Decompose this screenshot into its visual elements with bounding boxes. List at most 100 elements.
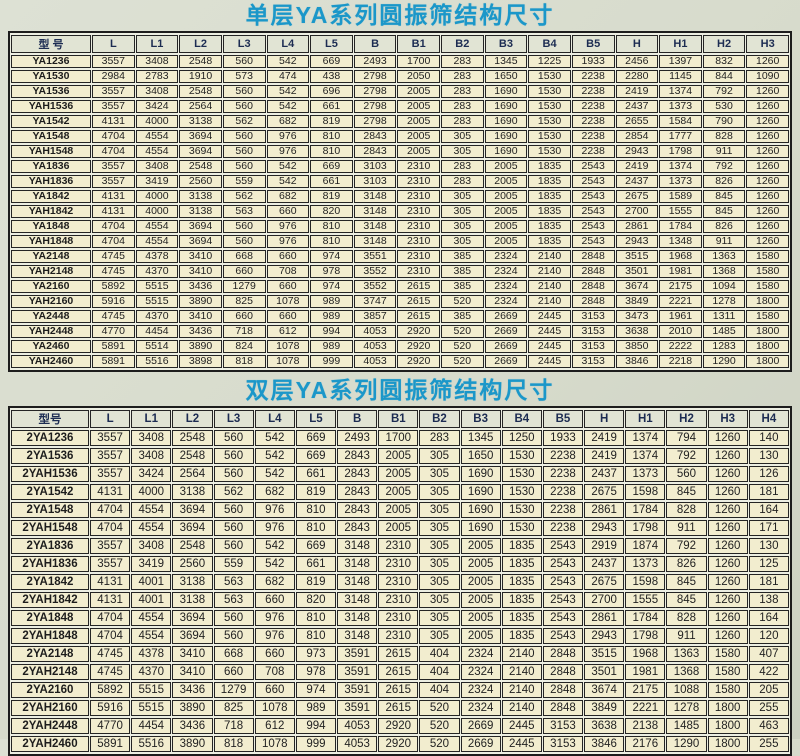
dimension-value-cell: 1580 bbox=[707, 664, 748, 680]
dimension-value-cell: 255 bbox=[748, 736, 789, 752]
dimension-value-cell: 542 bbox=[254, 448, 295, 464]
dimension-value-cell: 792 bbox=[702, 160, 746, 173]
table-row: 2YA1836 3557 3408 2548 560 542 669 3148 2310 305 2… bbox=[11, 538, 789, 554]
dimension-value-cell: 3424 bbox=[135, 100, 179, 113]
dimension-value-cell: 4131 bbox=[90, 592, 131, 608]
dimension-value-cell: 1530 bbox=[528, 115, 571, 128]
dimension-value-cell: 560 bbox=[213, 430, 254, 446]
dimension-value-cell: 3515 bbox=[615, 250, 659, 263]
dimension-value-cell: 1345 bbox=[484, 55, 528, 68]
model-cell: YA1836 bbox=[11, 160, 91, 173]
dimension-value-cell: 1690 bbox=[484, 115, 528, 128]
dimension-value-cell: 718 bbox=[213, 718, 254, 734]
dimension-value-cell: 2310 bbox=[378, 538, 419, 554]
dimension-value-cell: 2445 bbox=[528, 355, 571, 368]
dimension-value-cell: 2324 bbox=[460, 682, 501, 698]
dimension-value-cell: 2564 bbox=[172, 466, 213, 482]
dimension-column-header: H3 bbox=[746, 35, 789, 53]
dimension-value-cell: 2848 bbox=[542, 682, 584, 698]
dimension-value-cell: 560 bbox=[222, 145, 266, 158]
double-deck-table-title: 双层YA系列圆振筛结构尺寸 bbox=[245, 377, 555, 403]
dimension-value-cell: 560 bbox=[213, 466, 254, 482]
dimension-value-cell: 1374 bbox=[625, 430, 666, 446]
dimension-value-cell: 3138 bbox=[172, 484, 213, 500]
dimension-column-header: B bbox=[337, 410, 378, 428]
dimension-value-cell: 1835 bbox=[528, 220, 571, 233]
dimension-value-cell: 2848 bbox=[571, 280, 615, 293]
dimension-value-cell: 682 bbox=[254, 484, 295, 500]
dimension-value-cell: 2848 bbox=[542, 646, 584, 662]
table-row: 2YAH2148 4745 4370 3410 660 708 978 3591 2615 404… bbox=[11, 664, 789, 680]
dimension-value-cell: 5891 bbox=[92, 355, 135, 368]
dimension-value-cell: 3419 bbox=[131, 556, 172, 572]
dimension-value-cell: 1835 bbox=[528, 190, 571, 203]
dimension-value-cell: 792 bbox=[666, 538, 707, 554]
dimension-value-cell: 438 bbox=[310, 70, 353, 83]
dimension-value-cell: 4131 bbox=[92, 205, 135, 218]
dimension-value-cell: 5916 bbox=[92, 295, 135, 308]
dimension-value-cell: 2238 bbox=[571, 70, 615, 83]
dimension-value-cell: 385 bbox=[441, 310, 484, 323]
model-cell: YAH2448 bbox=[11, 325, 91, 338]
dimension-value-cell: 2548 bbox=[172, 430, 213, 446]
model-cell: YA1236 bbox=[11, 55, 91, 68]
dimension-value-cell: 3424 bbox=[131, 466, 172, 482]
dimension-value-cell: 682 bbox=[254, 574, 295, 590]
dimension-value-cell: 2919 bbox=[584, 538, 625, 554]
dimension-value-cell: 2615 bbox=[378, 664, 419, 680]
dimension-value-cell: 2140 bbox=[501, 664, 542, 680]
dimension-value-cell: 1260 bbox=[707, 520, 748, 536]
dimension-value-cell: 1345 bbox=[460, 430, 501, 446]
dimension-value-cell: 994 bbox=[310, 325, 353, 338]
dimension-value-cell: 3557 bbox=[92, 100, 135, 113]
dimension-column-header: L bbox=[92, 35, 135, 53]
dimension-value-cell: 1961 bbox=[659, 310, 702, 323]
dimension-value-cell: 385 bbox=[441, 280, 484, 293]
dimension-column-header: L bbox=[90, 410, 131, 428]
dimension-column-header: L5 bbox=[310, 35, 353, 53]
dimension-value-cell: 1874 bbox=[625, 538, 666, 554]
dimension-value-cell: 3890 bbox=[179, 295, 222, 308]
dimension-value-cell: 3747 bbox=[353, 295, 397, 308]
dimension-value-cell: 2854 bbox=[615, 130, 659, 143]
dimension-value-cell: 283 bbox=[441, 160, 484, 173]
dimension-value-cell: 3138 bbox=[172, 574, 213, 590]
dimension-value-cell: 1530 bbox=[528, 100, 571, 113]
dimension-value-cell: 1910 bbox=[179, 70, 222, 83]
dimension-value-cell: 2548 bbox=[172, 448, 213, 464]
dimension-value-cell: 3103 bbox=[353, 160, 397, 173]
dimension-value-cell: 164 bbox=[748, 502, 789, 518]
dimension-value-cell: 1145 bbox=[659, 70, 702, 83]
dimension-value-cell: 2005 bbox=[397, 130, 440, 143]
dimension-value-cell: 1368 bbox=[702, 265, 746, 278]
dimension-value-cell: 3138 bbox=[179, 205, 222, 218]
model-cell: YA2160 bbox=[11, 280, 91, 293]
dimension-value-cell: 1374 bbox=[659, 85, 702, 98]
model-cell: YAH1536 bbox=[11, 100, 91, 113]
dimension-value-cell: 4745 bbox=[90, 646, 131, 662]
dimension-value-cell: 560 bbox=[222, 160, 266, 173]
dimension-value-cell: 3890 bbox=[179, 340, 222, 353]
dimension-value-cell: 305 bbox=[441, 145, 484, 158]
dimension-value-cell: 3557 bbox=[90, 448, 131, 464]
table-row: YAH2448 4770 4454 3436 718 612 994 4053 2920 520 2… bbox=[11, 325, 789, 338]
model-cell: YA1530 bbox=[11, 70, 91, 83]
dimension-value-cell: 1348 bbox=[659, 235, 702, 248]
dimension-value-cell: 810 bbox=[295, 610, 337, 626]
dimension-value-cell: 669 bbox=[310, 55, 353, 68]
dimension-value-cell: 520 bbox=[441, 325, 484, 338]
dimension-value-cell: 1800 bbox=[746, 340, 789, 353]
model-cell: 2YAH1536 bbox=[11, 466, 89, 482]
dimension-value-cell: 385 bbox=[441, 265, 484, 278]
table-row: YAH1536 3557 3424 2564 560 542 661 2798 2005 283 1… bbox=[11, 100, 789, 113]
table-row: 2YAH1848 4704 4554 3694 560 976 810 3148 2310 305… bbox=[11, 628, 789, 644]
dimension-value-cell: 4370 bbox=[131, 664, 172, 680]
dimension-value-cell: 1260 bbox=[707, 538, 748, 554]
dimension-value-cell: 385 bbox=[441, 250, 484, 263]
dimension-value-cell: 3148 bbox=[337, 556, 378, 572]
dimension-value-cell: 810 bbox=[310, 130, 353, 143]
dimension-value-cell: 205 bbox=[748, 682, 789, 698]
dimension-column-header: B4 bbox=[501, 410, 542, 428]
dimension-value-cell: 3436 bbox=[179, 325, 222, 338]
table-row: YA2148 4745 4378 3410 668 660 974 3551 2310 385 23… bbox=[11, 250, 789, 263]
